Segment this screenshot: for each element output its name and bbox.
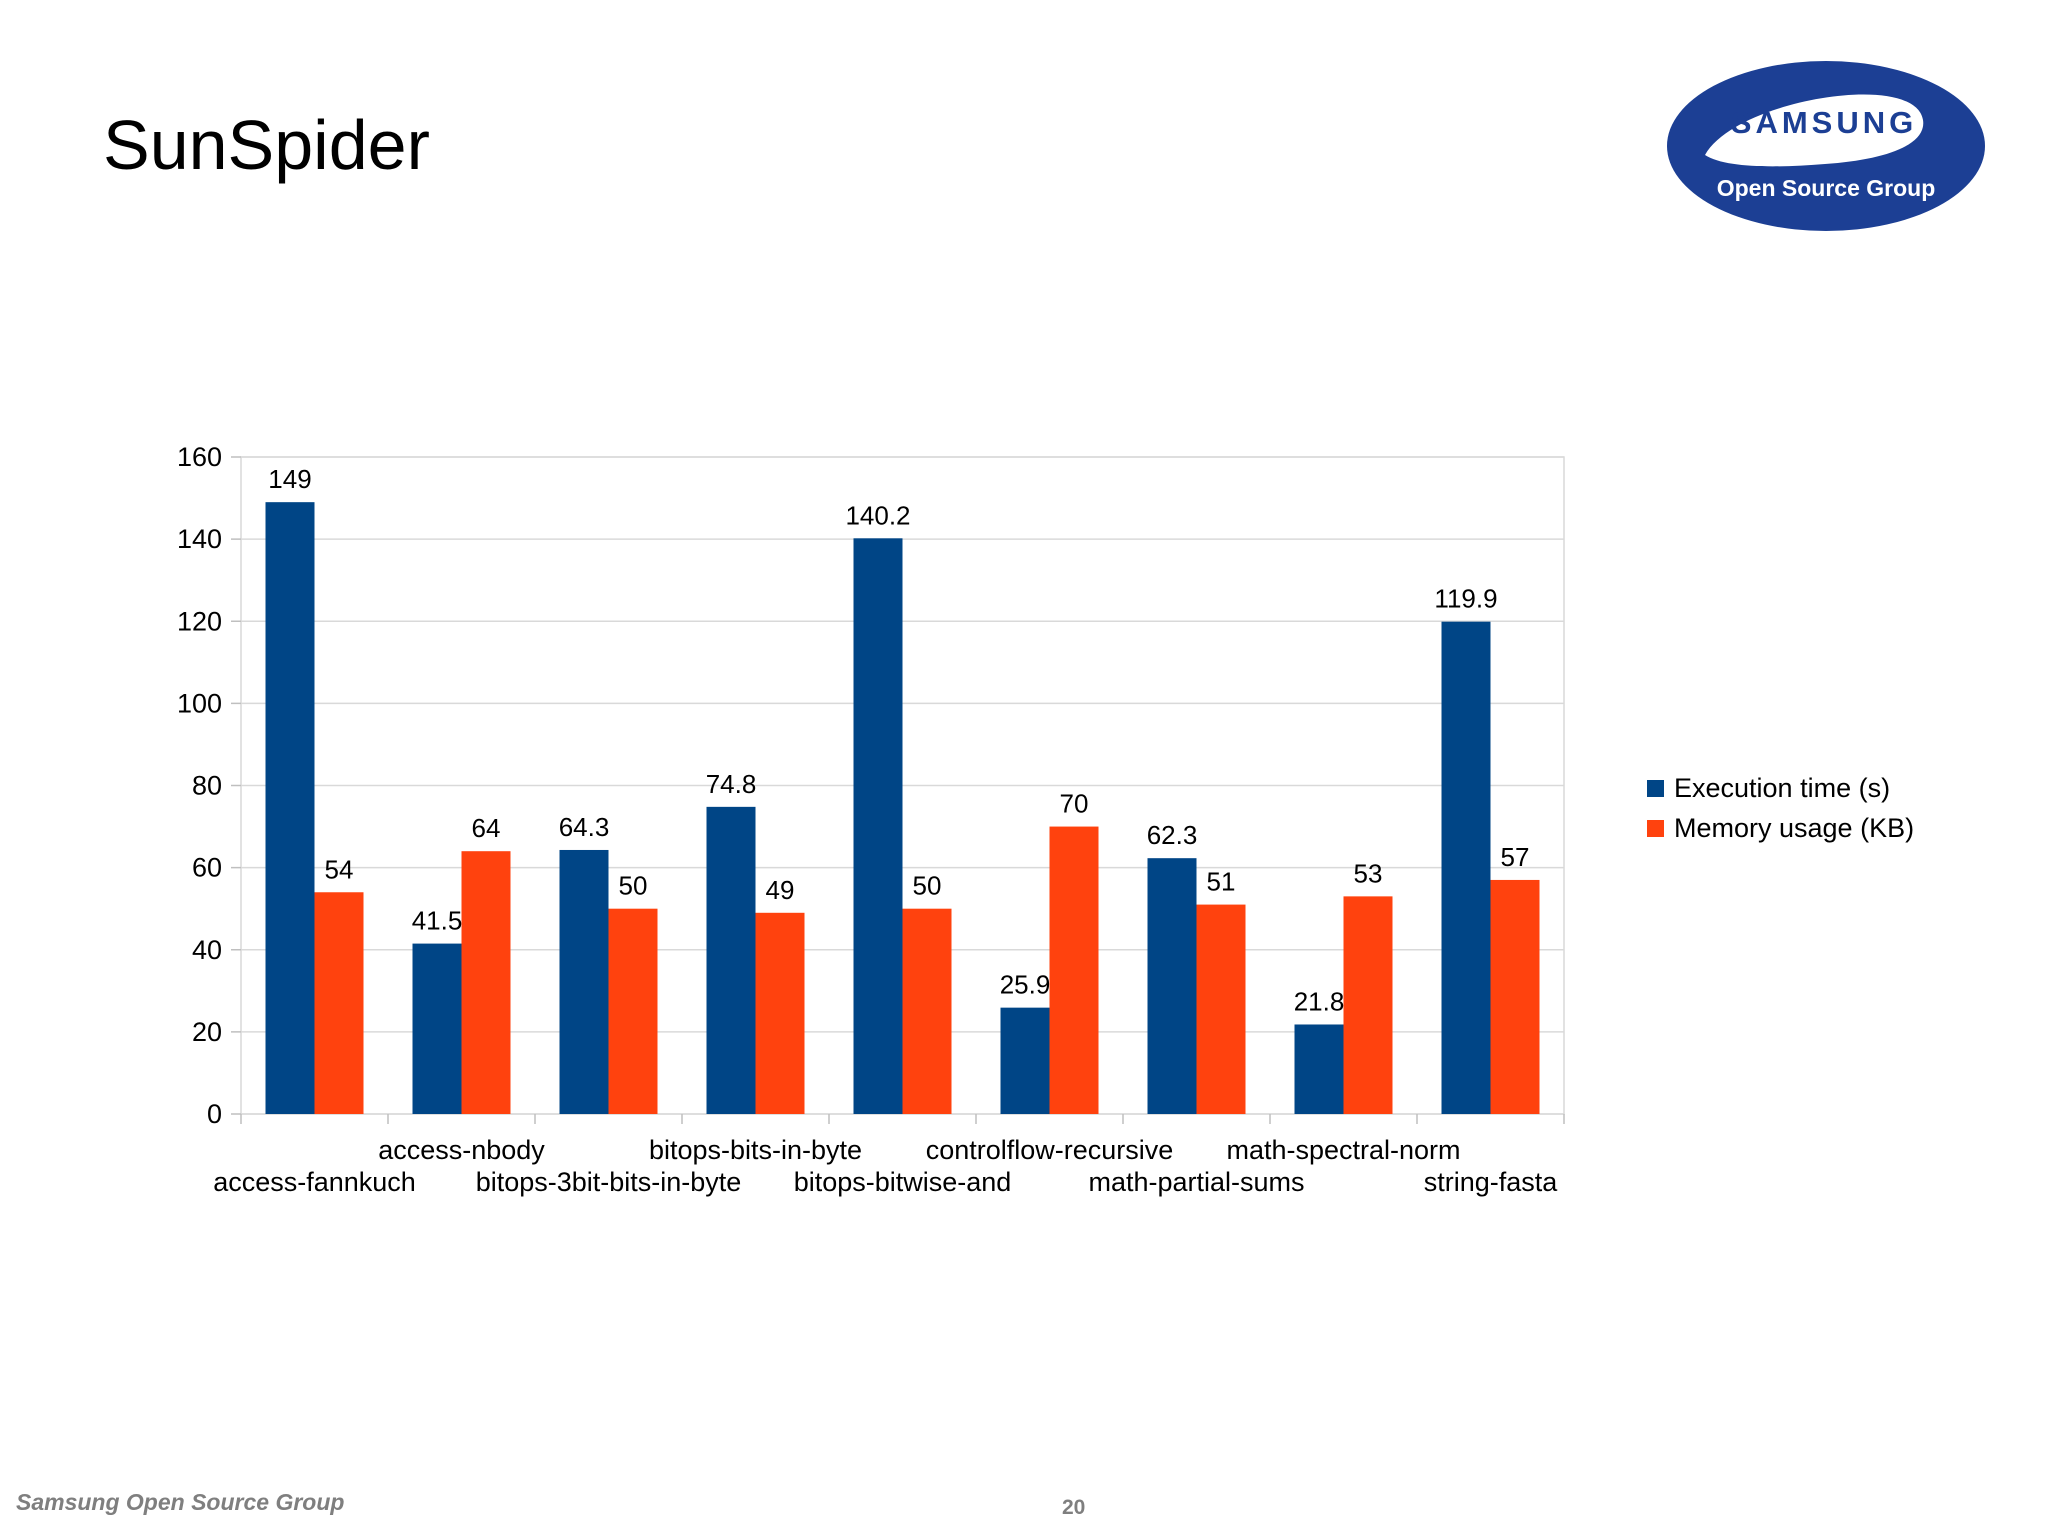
logo-subtitle: Open Source Group (1717, 175, 1936, 201)
bar (461, 851, 511, 1114)
bar (902, 908, 952, 1114)
data-label: 21.8 (1294, 986, 1345, 1016)
data-label: 50 (913, 871, 942, 901)
bar (1441, 621, 1491, 1114)
bar (1343, 896, 1393, 1114)
data-label: 53 (1354, 858, 1383, 888)
data-label: 70 (1060, 789, 1089, 819)
data-label: 119.9 (1434, 584, 1497, 614)
slide-title: SunSpider (103, 106, 430, 184)
bar (853, 538, 903, 1114)
bar (1490, 879, 1540, 1114)
bar (412, 943, 462, 1114)
bar (265, 502, 315, 1114)
chart-legend: Execution time (s) Memory usage (KB) (1647, 768, 1914, 848)
legend-item-memory-usage: Memory usage (KB) (1647, 808, 1914, 848)
bar (706, 806, 756, 1114)
data-label: 57 (1501, 842, 1530, 872)
x-category-label: bitops-bits-in-byte (649, 1135, 862, 1165)
y-tick-label: 20 (192, 1017, 222, 1047)
y-tick-label: 120 (177, 606, 222, 636)
x-category-label: string-fasta (1424, 1167, 1559, 1197)
y-tick-label: 0 (207, 1099, 222, 1129)
data-label: 50 (619, 871, 648, 901)
bar (608, 908, 658, 1114)
data-label: 62.3 (1147, 820, 1198, 850)
y-tick-label: 40 (192, 935, 222, 965)
legend-swatch-memory-usage (1647, 819, 1664, 837)
bar (1294, 1024, 1344, 1114)
x-category-label: access-nbody (378, 1135, 545, 1165)
legend-label-execution-time: Execution time (s) (1674, 772, 1891, 803)
data-label: 64.3 (559, 812, 610, 842)
data-label: 25.9 (1000, 970, 1051, 1000)
y-tick-label: 100 (177, 688, 222, 718)
x-category-label: math-spectral-norm (1226, 1135, 1460, 1165)
x-category-label: math-partial-sums (1088, 1167, 1304, 1197)
data-label: 49 (766, 875, 795, 905)
page-number: 20 (1062, 1496, 1086, 1519)
data-label: 64 (472, 813, 501, 843)
x-category-label: bitops-3bit-bits-in-byte (476, 1167, 742, 1197)
bar (1049, 826, 1099, 1114)
y-tick-label: 80 (192, 771, 222, 801)
legend-label-memory-usage: Memory usage (KB) (1674, 812, 1915, 843)
y-tick-label: 140 (177, 524, 222, 554)
y-tick-label: 60 (192, 853, 222, 883)
data-label: 74.8 (706, 769, 757, 799)
x-category-label: bitops-bitwise-and (794, 1167, 1012, 1197)
bar (314, 892, 364, 1114)
logo-swoosh (1705, 94, 1924, 167)
bar (1000, 1007, 1050, 1114)
legend-swatch-execution-time (1647, 779, 1664, 797)
legend-item-execution-time: Execution time (s) (1647, 768, 1914, 808)
x-category-label: access-fannkuch (213, 1167, 416, 1197)
data-label: 149 (268, 464, 311, 494)
data-label: 51 (1207, 867, 1236, 897)
bar (755, 912, 805, 1114)
bar (1147, 858, 1197, 1114)
samsung-logo: SAMSUNG Open Source Group (1667, 61, 1985, 231)
bar (559, 849, 609, 1114)
x-category-label: controlflow-recursive (926, 1135, 1174, 1165)
data-label: 54 (325, 854, 354, 884)
logo-brand: SAMSUNG (1731, 105, 1917, 140)
data-label: 41.5 (412, 906, 463, 936)
data-label: 140.2 (845, 500, 910, 530)
y-tick-label: 160 (177, 442, 222, 472)
bar (1196, 904, 1246, 1114)
footer-org: Samsung Open Source Group (16, 1489, 345, 1515)
